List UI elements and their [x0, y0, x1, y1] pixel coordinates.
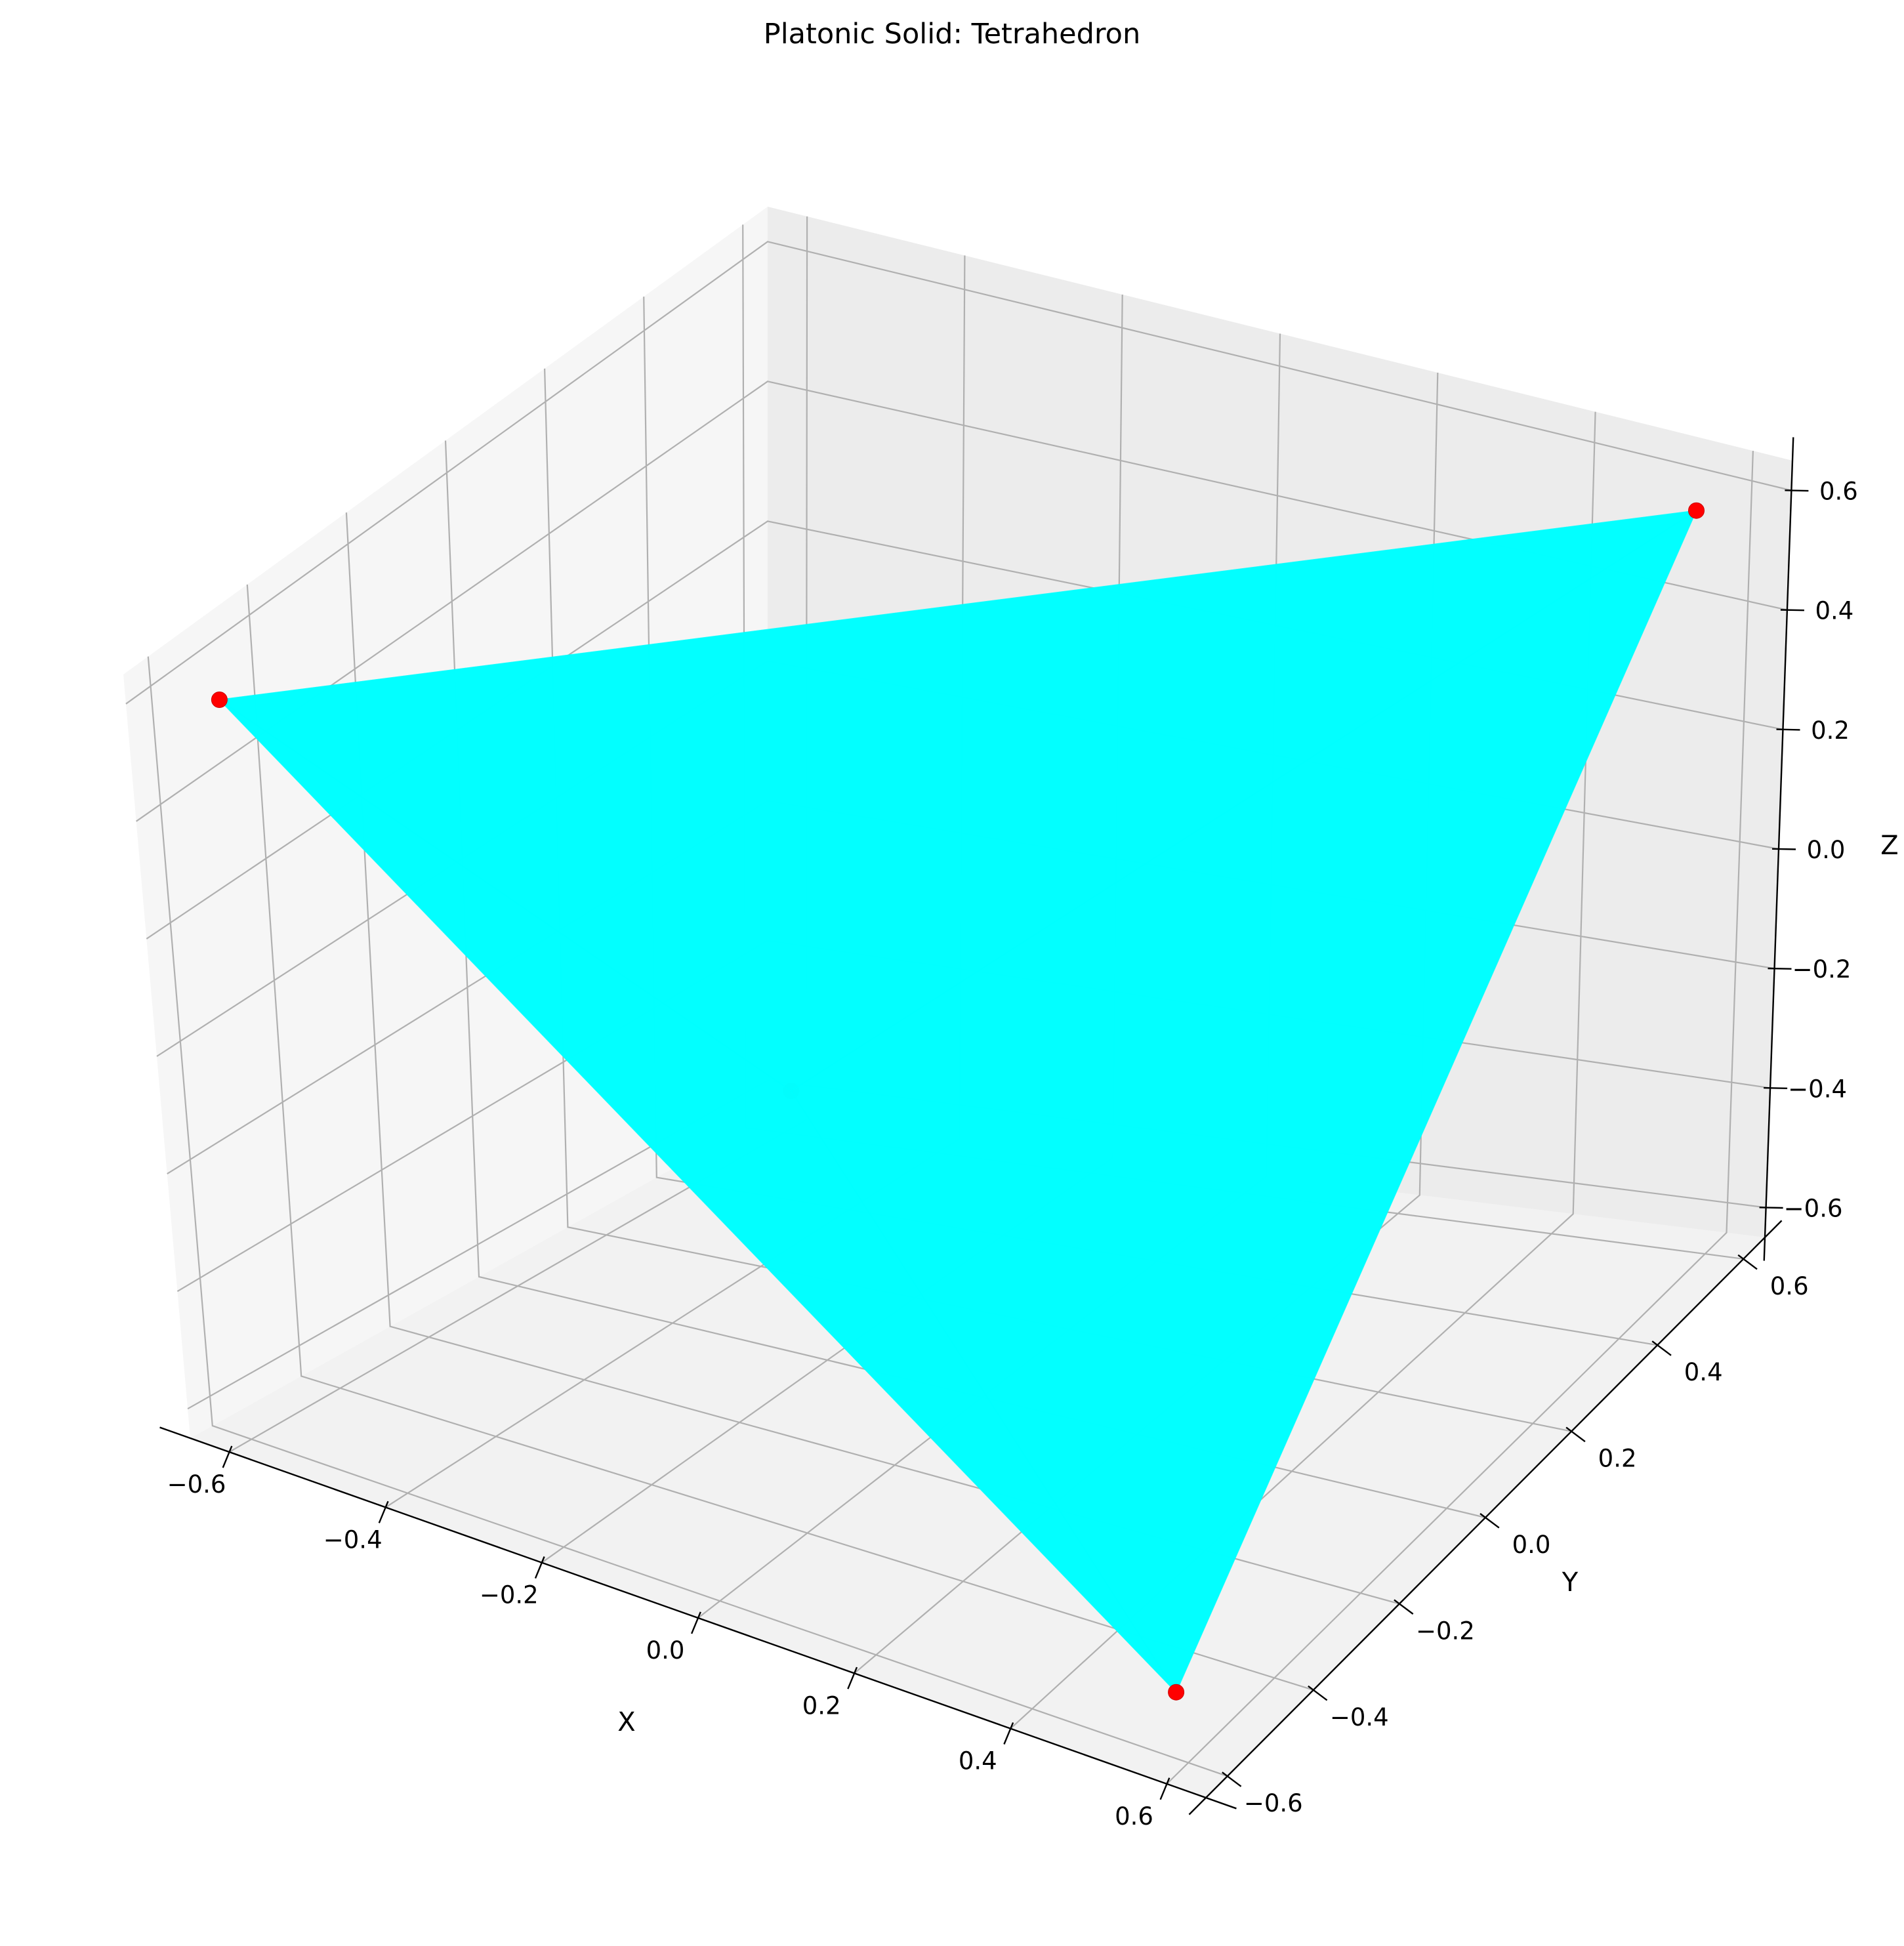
x-tick-label: 0.2 [802, 1691, 841, 1720]
x-tick [847, 1667, 858, 1689]
x-tick [222, 1445, 233, 1468]
x-tick-label: −0.2 [480, 1581, 539, 1609]
tetrahedron-faces [218, 509, 1698, 1693]
x-tick-label: 0.4 [959, 1747, 997, 1775]
z-axis-label: Z [1880, 831, 1898, 861]
z-tick [1768, 967, 1792, 970]
chart-title: Platonic Solid: Tetrahedron [764, 18, 1140, 51]
z-tick-label: 0.6 [1819, 478, 1858, 506]
y-tick-label: −0.4 [1330, 1703, 1389, 1731]
x-tick-label: 0.6 [1115, 1802, 1153, 1831]
axis-ticks: −0.6 −0.4 −0.2 0.0 0.2 0.4 0.6 −0.6 −0.4 −0.2 0.0 0… [167, 478, 1858, 1831]
x-axis-label: X [617, 1707, 635, 1737]
z-tick-label: −0.6 [1784, 1195, 1843, 1223]
vertex-point [211, 692, 228, 708]
z-tick [1771, 848, 1796, 850]
grid-line-z [135, 381, 1788, 822]
y-tick-label: −0.2 [1416, 1617, 1475, 1645]
vertex-point [1688, 502, 1705, 519]
y-tick-label: −0.6 [1244, 1789, 1303, 1817]
x-tick [1159, 1777, 1170, 1800]
x-tick [378, 1501, 389, 1523]
y-tick [1480, 1513, 1500, 1529]
y-tick-label: 0.4 [1684, 1358, 1723, 1386]
z-tick [1785, 489, 1809, 492]
y-axis-label: Y [1562, 1567, 1579, 1598]
x-tick [534, 1556, 545, 1579]
y-tick [1565, 1426, 1586, 1443]
x-tick-label: −0.4 [323, 1525, 383, 1554]
y-tick [1222, 1771, 1242, 1787]
y-tick [1308, 1685, 1328, 1701]
y-tick [1737, 1254, 1758, 1270]
x-tick [690, 1611, 701, 1634]
z-tick-label: 0.0 [1807, 836, 1846, 864]
grid-line-y [147, 656, 1228, 1777]
tetrahedron-face [218, 699, 1177, 1693]
y-tick-label: 0.6 [1770, 1272, 1809, 1300]
x-tick-label: −0.6 [167, 1470, 226, 1499]
z-tick-label: 0.2 [1811, 716, 1850, 745]
z-tick [1759, 1207, 1783, 1209]
x-tick-label: 0.0 [646, 1636, 685, 1665]
visible-vertices [211, 502, 1705, 1701]
y-tick-label: 0.0 [1512, 1531, 1551, 1559]
z-tick-label: 0.4 [1815, 597, 1853, 625]
y-tick [1651, 1340, 1672, 1356]
y-tick-label: 0.2 [1598, 1445, 1637, 1473]
z-tick [1780, 609, 1804, 611]
grid-line-x [1166, 451, 1754, 1785]
y-tick [1394, 1599, 1414, 1615]
grid-line-y [246, 584, 1314, 1691]
x-tick [1003, 1722, 1014, 1745]
grid-line-z [125, 241, 1792, 705]
z-tick-label: −0.2 [1792, 955, 1852, 983]
z-tick-label: −0.4 [1788, 1075, 1847, 1103]
vertex-point [1168, 1684, 1185, 1701]
